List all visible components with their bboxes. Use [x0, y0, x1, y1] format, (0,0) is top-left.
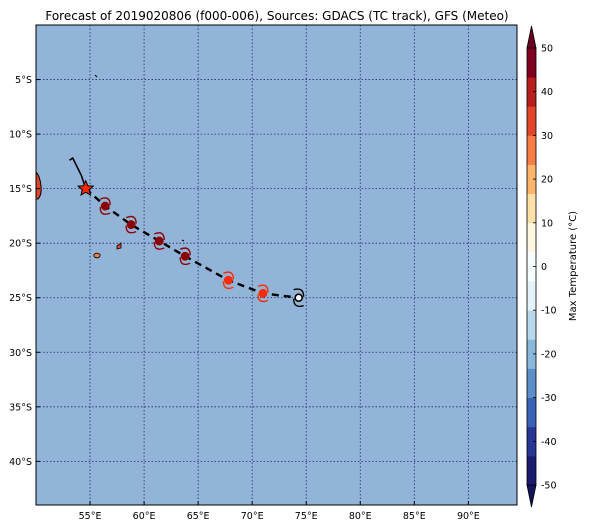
y-tick-label: 10°S [9, 130, 32, 141]
cyclone-center [180, 251, 190, 261]
x-tick-label: 70°E [241, 511, 264, 522]
colorbar-segment [527, 193, 536, 224]
cyclone-arm [292, 298, 304, 308]
colorbar-tick-label: -20 [541, 349, 557, 360]
x-tick-label: 65°E [187, 511, 210, 522]
map-frame [35, 24, 518, 506]
cyclone-arm [99, 207, 111, 215]
colorbar-tick-label: -40 [541, 437, 557, 448]
latitude-tick-labels: 5°S 10°S 15°S 20°S 25°S 30°S 35°S 40°S [9, 75, 40, 468]
x-tick-label: 55°E [79, 511, 102, 522]
past-track-line [69, 156, 87, 189]
cyclone-arm [257, 284, 269, 293]
colorbar-tick-label: 30 [541, 131, 553, 142]
cyclone-arm [153, 241, 165, 250]
colorbar-segment [527, 222, 536, 253]
colorbar-segment [527, 426, 536, 457]
seychelles-island [94, 74, 98, 78]
cyclone-arm [125, 225, 137, 234]
y-tick-label: 15°S [9, 184, 32, 195]
reunion-island [93, 252, 101, 259]
cyclone-symbol-icon [99, 197, 111, 215]
cyclone-center [100, 201, 110, 211]
colorbar-segment [527, 251, 536, 282]
cyclone-center [126, 220, 136, 230]
colorbar: 50 40 30 20 10 0 -10 -20 -30 -40 -50 [526, 25, 557, 508]
colorbar-tick-label: 10 [541, 218, 553, 229]
colorbar-segment [527, 397, 536, 428]
cyclone-arm [223, 271, 235, 280]
colorbar-segment [527, 106, 536, 136]
cyclone-arm [125, 215, 137, 224]
cyclone-symbol-icon [125, 215, 137, 234]
x-tick-label: 80°E [349, 511, 372, 522]
colorbar-segment [527, 310, 536, 340]
colorbar-segment [527, 281, 536, 311]
cyclone-center [258, 288, 268, 298]
colorbar-tick-label: -50 [541, 481, 557, 492]
colorbar-segment [527, 164, 536, 195]
land-features [35, 74, 185, 259]
cyclone-arm [99, 197, 111, 206]
colorbar-segment [527, 48, 536, 78]
colorbar-segment [527, 339, 536, 369]
x-tick-label: 75°E [295, 511, 318, 522]
gridlines [36, 25, 517, 505]
cyclone-center [154, 236, 164, 246]
colorbar-segment [527, 368, 536, 398]
map-panel: 55°E 60°E 65°E 70°E 75°E 80°E 85°E 90°E 5°S 10°S… [9, 24, 518, 522]
cargados-island [181, 239, 185, 242]
cyclone-arm [293, 288, 305, 297]
end-position-icon [292, 288, 305, 308]
x-tick-label: 90°E [457, 511, 480, 522]
x-tick-label: 60°E [133, 511, 156, 522]
mauritius-island [116, 242, 122, 250]
colorbar-tick-label: 50 [541, 44, 553, 55]
cyclone-symbol-icon [179, 247, 191, 266]
cyclone-track [69, 156, 305, 308]
current-position-star-icon [76, 179, 95, 197]
chart-title: Forecast of 2019020806 (f000-006), Sourc… [45, 9, 508, 23]
colorbar-segment [527, 455, 536, 486]
cyclone-arm [257, 294, 269, 303]
colorbar-label: Max Temperature (°C) [568, 211, 579, 321]
colorbar-tick-label: 0 [541, 262, 547, 273]
colorbar-tick-label: -10 [541, 306, 557, 317]
cyclone-symbol-icon [222, 271, 235, 290]
cyclone-arm [153, 232, 165, 241]
colorbar-tick-label: 20 [541, 175, 553, 186]
ocean-background [36, 25, 517, 505]
colorbar-tick-label: -30 [541, 393, 557, 404]
cyclone-arm [222, 281, 234, 290]
y-tick-label: 30°S [9, 348, 32, 359]
y-tick-label: 35°S [9, 402, 32, 413]
x-tick-label: 85°E [403, 511, 426, 522]
longitude-tick-labels: 55°E 60°E 65°E 70°E 75°E 80°E 85°E 90°E [79, 501, 480, 522]
cyclone-arm [179, 247, 191, 256]
y-tick-label: 5°S [15, 75, 32, 86]
end-position-marker [294, 293, 303, 303]
cyclone-symbol-icon [153, 232, 165, 250]
madagascar-coast [35, 170, 42, 200]
y-tick-label: 25°S [9, 293, 32, 304]
colorbar-extend-high [526, 25, 537, 49]
colorbar-tick-label: 40 [541, 87, 553, 98]
y-tick-label: 40°S [9, 457, 32, 468]
y-tick-label: 20°S [9, 239, 32, 250]
cyclone-center [223, 275, 233, 285]
colorbar-segment [527, 77, 536, 107]
cyclone-symbol-icon [257, 284, 269, 303]
cyclone-arm [179, 257, 191, 266]
colorbar-extend-low [526, 484, 537, 508]
colorbar-segment [527, 135, 536, 165]
